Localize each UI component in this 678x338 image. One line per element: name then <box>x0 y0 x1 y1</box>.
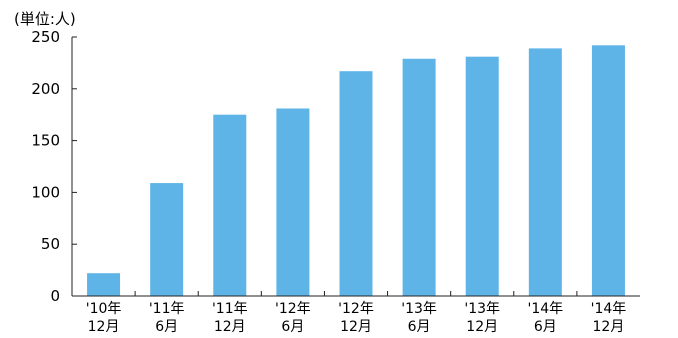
category-label-month-8: 12月 <box>593 319 625 335</box>
category-label-year-1: '11年 <box>149 301 185 317</box>
category-label-month-7: 6月 <box>534 319 557 335</box>
category-label-year-0: '10年 <box>86 301 122 317</box>
category-label-year-5: '13年 <box>401 301 437 317</box>
y-tick-label-2: 100 <box>31 183 60 201</box>
y-tick-label-1: 50 <box>41 235 60 253</box>
axes-layer <box>71 37 640 297</box>
category-label-month-6: 12月 <box>466 319 498 335</box>
category-label-month-0: 12月 <box>88 319 120 335</box>
unit-label: (単位:人) <box>14 10 76 28</box>
category-label-year-3: '12年 <box>275 301 311 317</box>
category-label-year-7: '14年 <box>527 301 563 317</box>
category-label-month-4: 12月 <box>340 319 372 335</box>
bar-6 <box>465 56 499 297</box>
category-label-month-5: 6月 <box>408 319 431 335</box>
bar-8 <box>591 45 625 296</box>
y-tick-label-0: 0 <box>50 287 60 305</box>
bar-3 <box>276 108 310 296</box>
category-label-month-2: 12月 <box>214 319 246 335</box>
y-tick-label-3: 150 <box>31 132 60 150</box>
y-tick-label-4: 200 <box>31 80 60 98</box>
ticks-layer: 0 50 100 150 200 250 <box>31 28 578 305</box>
bar-4 <box>339 71 373 296</box>
category-label-year-8: '14年 <box>591 301 627 317</box>
bar-5 <box>402 58 436 297</box>
category-label-year-6: '13年 <box>464 301 500 317</box>
bar-1 <box>150 183 184 296</box>
bars-layer <box>87 45 625 297</box>
bar-0 <box>87 273 121 296</box>
bar-2 <box>213 114 247 296</box>
category-labels-layer: '10年 12月 '11年 6月 '11年 12月 '12年 6月 '12年 12月 '13年 6月 '… <box>86 301 627 335</box>
bar-7 <box>528 48 562 297</box>
y-tick-label-5: 250 <box>31 28 60 46</box>
category-label-year-4: '12年 <box>338 301 374 317</box>
category-label-month-3: 6月 <box>281 319 304 335</box>
category-label-month-1: 6月 <box>155 319 178 335</box>
category-label-year-2: '11年 <box>212 301 248 317</box>
